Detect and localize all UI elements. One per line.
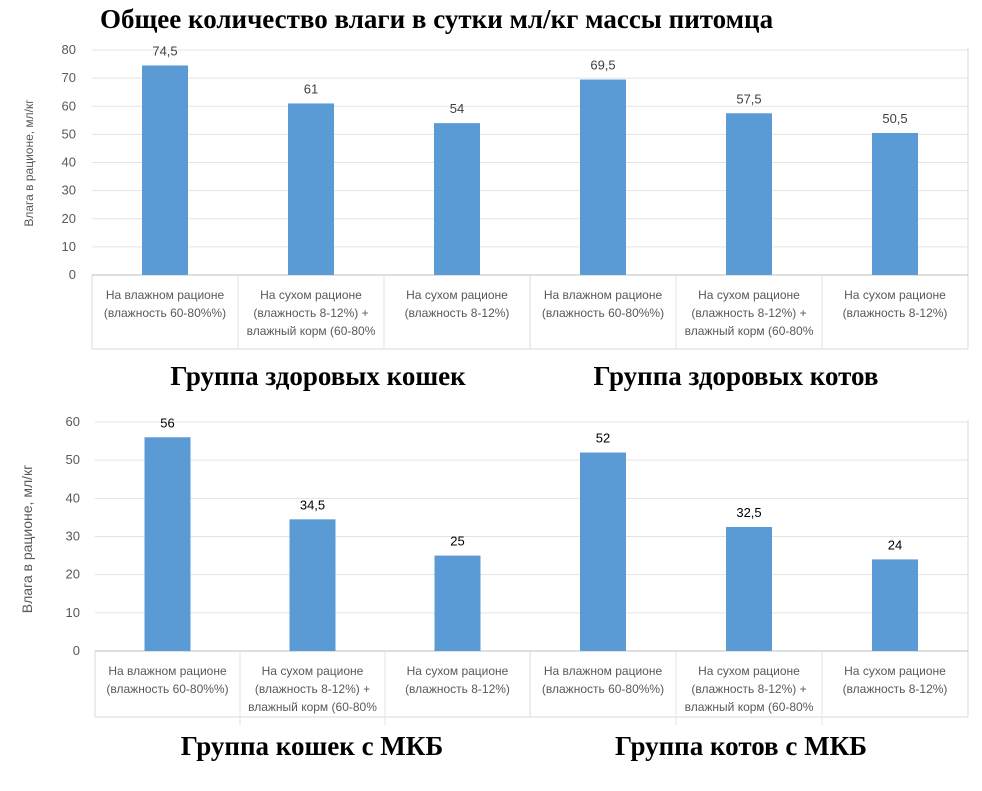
category-label: (влажность 60-80%%) xyxy=(104,306,226,320)
data-label: 54 xyxy=(450,101,464,116)
category-label: (влажность 60-80%%) xyxy=(106,682,228,696)
y-tick-label: 20 xyxy=(62,211,76,226)
y-tick-label: 30 xyxy=(66,529,80,544)
y-tick-label: 40 xyxy=(62,155,76,170)
y-tick-label: 20 xyxy=(66,567,80,582)
data-label: 61 xyxy=(304,81,318,96)
data-label: 69,5 xyxy=(590,58,615,73)
category-label: На сухом рационе xyxy=(406,288,508,302)
data-label: 24 xyxy=(888,537,902,552)
bar xyxy=(434,123,480,275)
category-label: (влажность 8-12%) xyxy=(405,306,510,320)
category-label: влажный корм (60-80% xyxy=(685,324,814,338)
bar xyxy=(580,79,626,275)
category-label: (влажность 8-12%) + xyxy=(253,306,368,320)
y-tick-label: 0 xyxy=(69,267,76,282)
category-label: На сухом рационе xyxy=(698,288,800,302)
data-label: 74,5 xyxy=(152,43,177,58)
data-label: 32,5 xyxy=(736,505,761,520)
y-tick-label: 60 xyxy=(66,414,80,429)
data-label: 50,5 xyxy=(882,111,907,126)
category-label: (влажность 60-80%%) xyxy=(542,682,664,696)
y-tick-label: 10 xyxy=(62,239,76,254)
category-label: (влажность 8-12%) + xyxy=(691,306,806,320)
y-axis-label: Влага в рационе, мл/кг xyxy=(19,465,35,614)
category-label: На влажном рационе xyxy=(544,664,663,678)
category-label: влажный корм (60-80% xyxy=(247,324,376,338)
category-label: На влажном рационе xyxy=(108,664,227,678)
category-label: На сухом рационе xyxy=(262,664,364,678)
category-label: (влажность 8-12%) + xyxy=(255,682,370,696)
category-label: На сухом рационе xyxy=(407,664,509,678)
bar xyxy=(434,555,481,651)
bar xyxy=(872,559,918,651)
y-tick-label: 40 xyxy=(66,490,80,505)
category-label: (влажность 8-12%) + xyxy=(691,682,806,696)
group-title: Группа котов с МКБ xyxy=(615,731,867,761)
y-tick-label: 10 xyxy=(66,605,80,620)
bar xyxy=(144,437,191,651)
bar xyxy=(288,103,334,275)
category-label: На влажном рационе xyxy=(106,288,225,302)
data-label: 57,5 xyxy=(736,91,761,106)
bar xyxy=(289,519,336,651)
group-title: Группа кошек с МКБ xyxy=(181,731,443,761)
chart-title: Общее количество влаги в сутки мл/кг мас… xyxy=(100,4,774,34)
y-axis-label: Влага в рационе, мл/кг xyxy=(22,99,36,227)
category-label: влажный корм (60-80% xyxy=(248,700,377,714)
data-label: 34,5 xyxy=(300,497,325,512)
y-tick-label: 60 xyxy=(62,98,76,113)
bar xyxy=(142,65,188,275)
y-tick-label: 0 xyxy=(73,643,80,658)
y-tick-label: 50 xyxy=(66,452,80,467)
category-label: (влажность 8-12%) xyxy=(843,682,948,696)
bar xyxy=(726,526,772,651)
group-title: Группа здоровых кошек xyxy=(170,361,466,391)
data-label: 25 xyxy=(450,534,464,549)
bar xyxy=(872,132,918,275)
category-label: (влажность 60-80%%) xyxy=(542,306,664,320)
category-label: влажный корм (60-80% xyxy=(685,700,814,714)
category-label: На сухом рационе xyxy=(698,664,800,678)
y-tick-label: 80 xyxy=(62,42,76,57)
group-title: Группа здоровых котов xyxy=(594,361,879,391)
y-tick-label: 50 xyxy=(62,126,76,141)
y-tick-label: 70 xyxy=(62,70,76,85)
data-label: 52 xyxy=(596,431,610,446)
category-label: На влажном рационе xyxy=(544,288,663,302)
y-tick-label: 30 xyxy=(62,183,76,198)
bar xyxy=(580,452,626,651)
bar xyxy=(726,113,772,275)
category-label: (влажность 8-12%) xyxy=(843,306,948,320)
category-label: На сухом рационе xyxy=(844,664,946,678)
category-label: На сухом рационе xyxy=(844,288,946,302)
category-label: На сухом рационе xyxy=(260,288,362,302)
data-label: 56 xyxy=(160,415,174,430)
category-label: (влажность 8-12%) xyxy=(405,682,510,696)
